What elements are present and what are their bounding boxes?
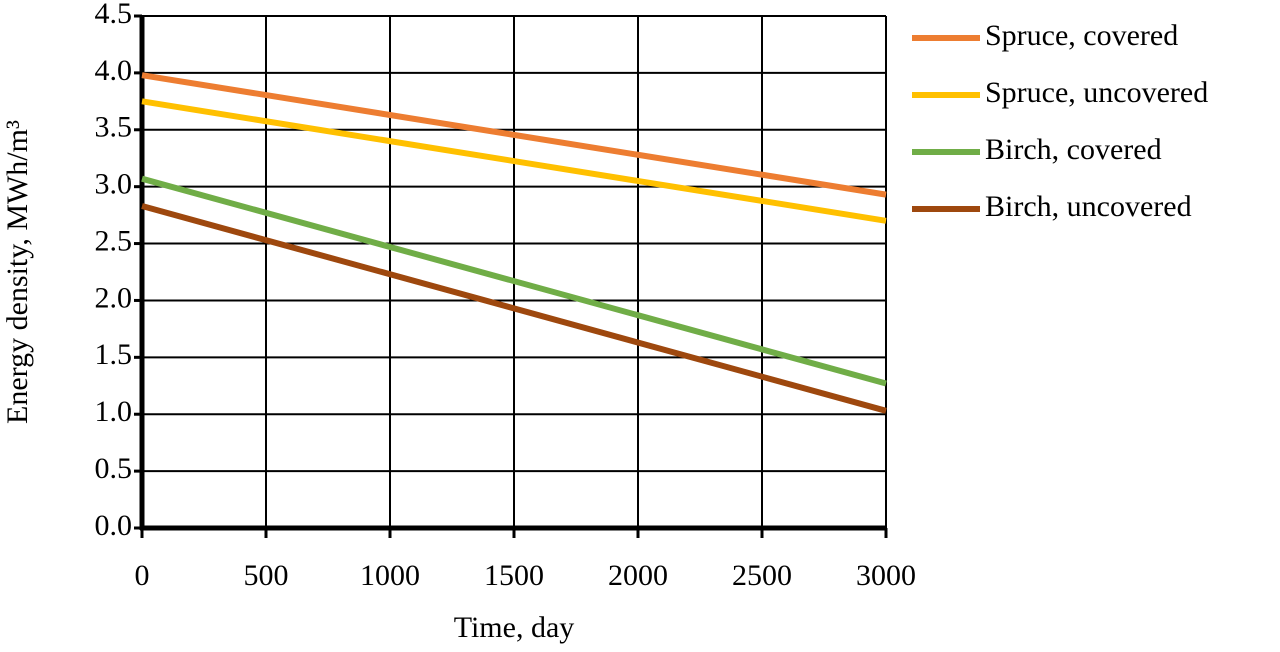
x-axis-title: Time, day [454, 611, 575, 644]
y-tick-label: 0.0 [95, 509, 133, 542]
x-tick-label: 3000 [856, 559, 916, 592]
y-tick-label: 2.5 [95, 224, 133, 257]
y-tick-label: 1.5 [95, 338, 133, 371]
series-line [141, 72, 887, 198]
x-tick-label: 0 [135, 559, 150, 592]
y-tick-label: 4.0 [95, 54, 133, 87]
y-tick-label: 3.0 [95, 168, 133, 201]
y-tick-label: 2.0 [95, 281, 133, 314]
legend-label: Birch, uncovered [985, 190, 1192, 223]
legend-label: Spruce, uncovered [985, 76, 1208, 109]
series-line [141, 175, 887, 387]
y-axis-title: Energy density, MWh/m³ [1, 120, 34, 424]
x-tick-label: 1000 [360, 559, 420, 592]
y-tick-label: 0.5 [95, 452, 133, 485]
x-tick-label: 500 [244, 559, 289, 592]
legend-label: Birch, covered [985, 133, 1162, 166]
x-tick-label: 2000 [608, 559, 668, 592]
x-tick-label: 2500 [732, 559, 792, 592]
y-tick-label: 1.0 [95, 395, 133, 428]
series-line [141, 203, 887, 414]
y-tick-label: 4.5 [95, 0, 133, 30]
x-tick-label: 1500 [484, 559, 544, 592]
y-tick-label: 3.5 [95, 111, 133, 144]
series-line [141, 98, 887, 224]
legend-label: Spruce, covered [985, 19, 1178, 52]
